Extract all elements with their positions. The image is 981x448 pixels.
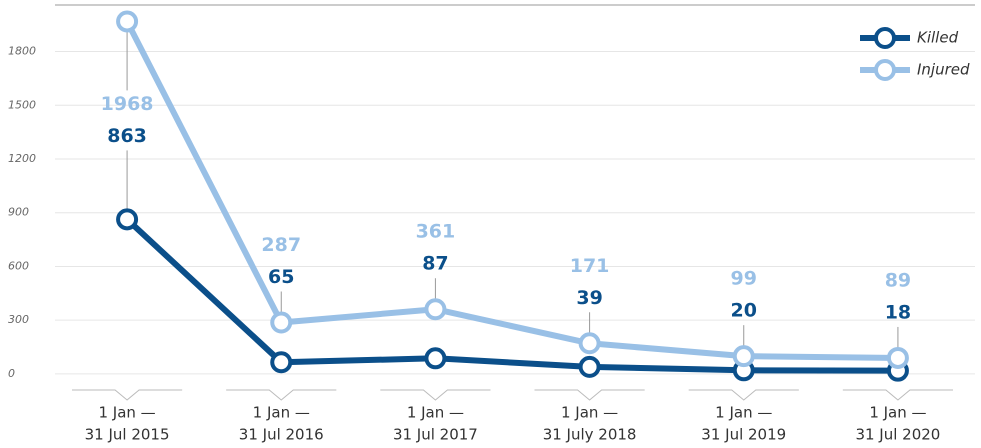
data-label: 287 — [261, 234, 301, 256]
x-tick-label: 31 Jul 2020 — [855, 426, 940, 444]
point — [732, 345, 755, 368]
x-tick-label: 31 Jul 2017 — [393, 426, 478, 444]
axis-segment — [534, 389, 645, 401]
point — [578, 332, 601, 355]
data-label: 65 — [268, 266, 294, 288]
axis-segment — [72, 389, 183, 401]
data-label: 18 — [885, 301, 911, 323]
axis-segment — [842, 389, 953, 401]
point — [578, 355, 601, 378]
axis-segment — [688, 389, 799, 401]
x-tick-label: 1 Jan — — [407, 404, 464, 422]
x-tick-label: 31 Jul 2019 — [701, 426, 786, 444]
x-tick-label: 1 Jan — — [561, 404, 618, 422]
point — [270, 351, 293, 374]
axis-segment — [380, 389, 491, 401]
legend-label: Killed — [917, 29, 959, 47]
point — [424, 298, 447, 321]
y-tick-label: 0 — [8, 367, 15, 380]
point — [116, 208, 139, 231]
data-label: 89 — [885, 269, 911, 291]
y-tick-label: 1200 — [8, 152, 36, 165]
x-tick-label: 1 Jan — — [253, 404, 310, 422]
x-tick-label: 31 July 2018 — [543, 426, 637, 444]
y-tick-label: 900 — [8, 206, 29, 219]
data-label: 20 — [731, 300, 757, 322]
data-label: 171 — [570, 255, 610, 277]
data-label: 99 — [731, 268, 757, 290]
axis-segment — [226, 389, 337, 401]
data-label: 1968 — [101, 93, 154, 115]
series-line — [124, 20, 898, 361]
series-line — [125, 217, 898, 374]
data-label: 87 — [422, 253, 448, 275]
x-tick-label: 31 Jul 2015 — [85, 426, 170, 444]
legend-label: Injured — [917, 61, 970, 79]
x-tick-label: 1 Jan — — [869, 404, 926, 422]
point — [424, 347, 447, 370]
data-label: 361 — [416, 221, 456, 243]
x-tick-label: 1 Jan — — [715, 404, 772, 422]
data-label: 39 — [576, 287, 602, 309]
x-tick-label: 31 Jul 2016 — [239, 426, 324, 444]
y-tick-label: 300 — [8, 313, 29, 326]
y-tick-label: 1500 — [8, 98, 36, 111]
x-tick-label: 1 Jan — — [98, 404, 155, 422]
y-tick-label: 600 — [8, 259, 29, 272]
y-tick-label: 1800 — [8, 45, 36, 58]
point — [116, 10, 139, 33]
data-label: 863 — [107, 125, 147, 147]
point — [886, 346, 909, 369]
point — [270, 311, 293, 334]
legend-marker — [874, 27, 896, 49]
legend-marker — [874, 59, 896, 81]
